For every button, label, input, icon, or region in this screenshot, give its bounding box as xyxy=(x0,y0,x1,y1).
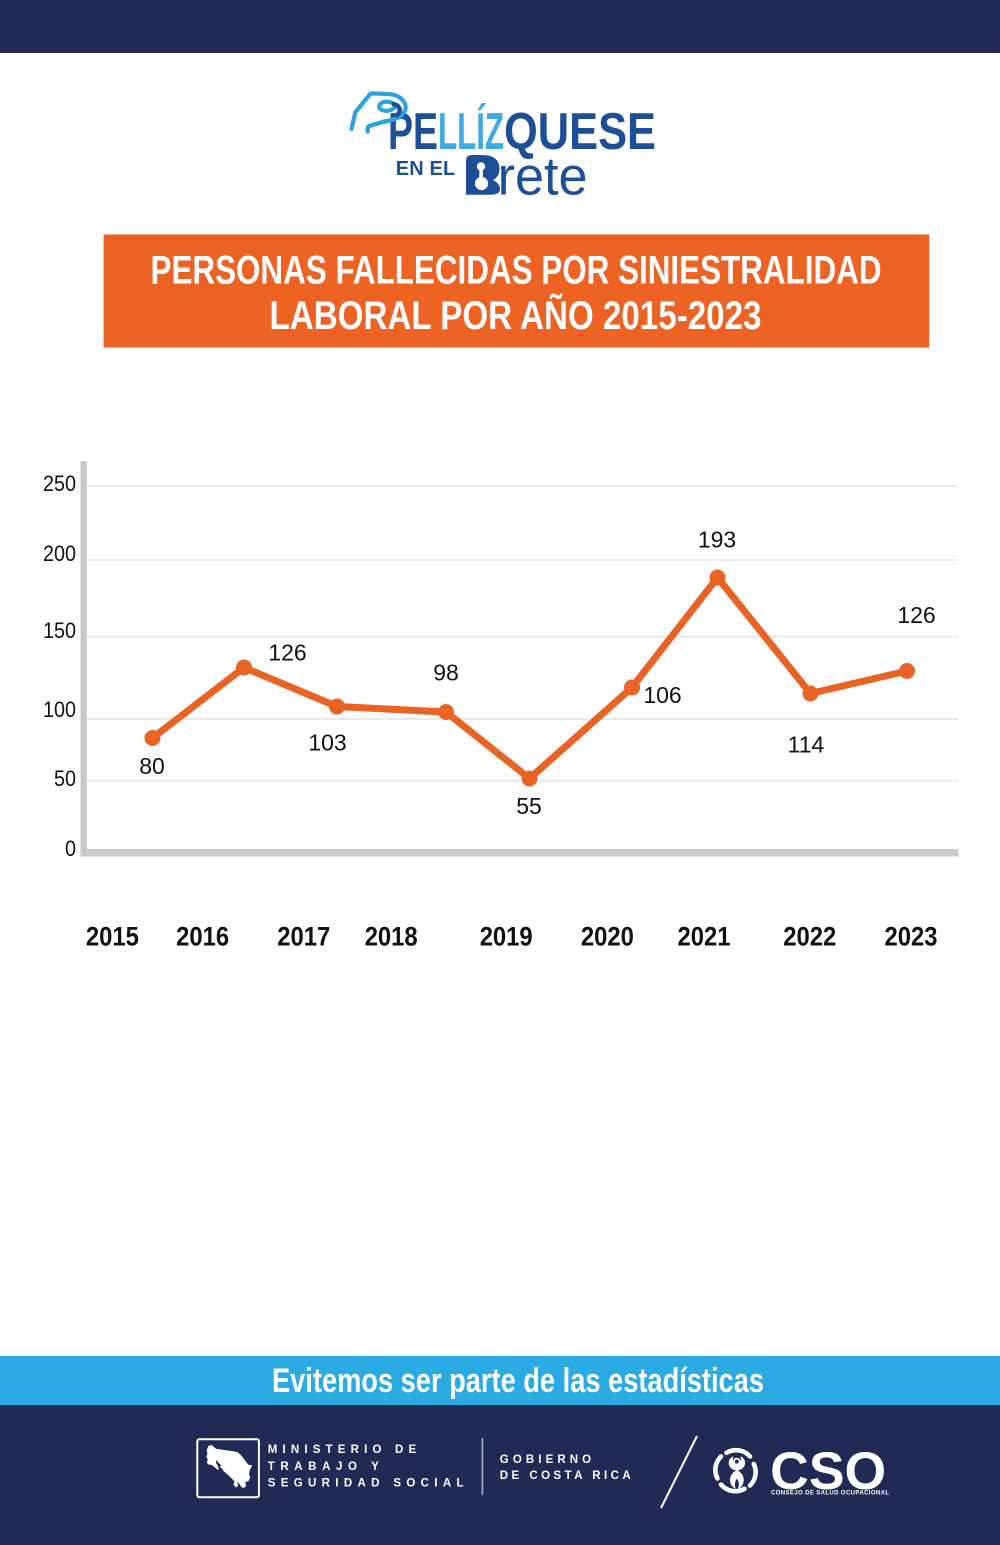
svg-text:MINISTERIO DE: MINISTERIO DE xyxy=(268,1444,417,1456)
svg-text:DE COSTA RICA: DE COSTA RICA xyxy=(500,1470,631,1482)
svg-text:2017: 2017 xyxy=(277,921,330,951)
svg-text:CSO: CSO xyxy=(770,1442,886,1501)
svg-text:2021: 2021 xyxy=(678,921,731,951)
svg-text:LLÍZ: LLÍZ xyxy=(438,103,504,161)
svg-text:2020: 2020 xyxy=(581,921,634,951)
svg-text:126: 126 xyxy=(897,602,935,628)
svg-text:CONSEJO DE SALUD OCUPACIONAL: CONSEJO DE SALUD OCUPACIONAL xyxy=(771,1491,889,1497)
svg-text:55: 55 xyxy=(516,793,542,819)
svg-text:126: 126 xyxy=(268,640,306,666)
svg-text:98: 98 xyxy=(433,660,459,686)
svg-text:2016: 2016 xyxy=(176,921,229,951)
svg-text:2022: 2022 xyxy=(783,921,836,951)
svg-text:PERSONAS FALLECIDAS POR SINIES: PERSONAS FALLECIDAS POR SINIESTRALIDAD xyxy=(151,249,882,293)
svg-text:EN EL: EN EL xyxy=(396,158,455,180)
svg-text:LABORAL POR AÑO 2015-2023: LABORAL POR AÑO 2015-2023 xyxy=(270,292,762,338)
svg-text:114: 114 xyxy=(788,732,825,758)
svg-text:SEGURIDAD SOCIAL: SEGURIDAD SOCIAL xyxy=(268,1477,464,1489)
svg-text:150: 150 xyxy=(43,618,76,643)
svg-text:QUESE: QUESE xyxy=(504,103,656,161)
svg-text:TRABAJO Y: TRABAJO Y xyxy=(268,1461,379,1473)
svg-text:80: 80 xyxy=(139,753,165,779)
svg-text:2015: 2015 xyxy=(86,921,139,951)
svg-text:103: 103 xyxy=(308,730,346,756)
svg-text:106: 106 xyxy=(643,682,681,708)
svg-text:rete: rete xyxy=(498,147,588,207)
svg-text:Evitemos ser parte de las esta: Evitemos ser parte de las estadísticas xyxy=(272,1362,764,1400)
svg-text:GOBIERNO: GOBIERNO xyxy=(500,1454,591,1466)
svg-text:50: 50 xyxy=(54,766,76,791)
svg-text:250: 250 xyxy=(43,471,76,496)
svg-text:100: 100 xyxy=(43,697,76,722)
svg-text:PE: PE xyxy=(388,103,438,161)
svg-text:2023: 2023 xyxy=(885,921,938,951)
svg-text:2019: 2019 xyxy=(480,921,533,951)
svg-text:200: 200 xyxy=(43,541,76,566)
svg-text:2018: 2018 xyxy=(365,921,418,951)
svg-text:193: 193 xyxy=(698,527,736,553)
svg-text:0: 0 xyxy=(65,836,76,861)
